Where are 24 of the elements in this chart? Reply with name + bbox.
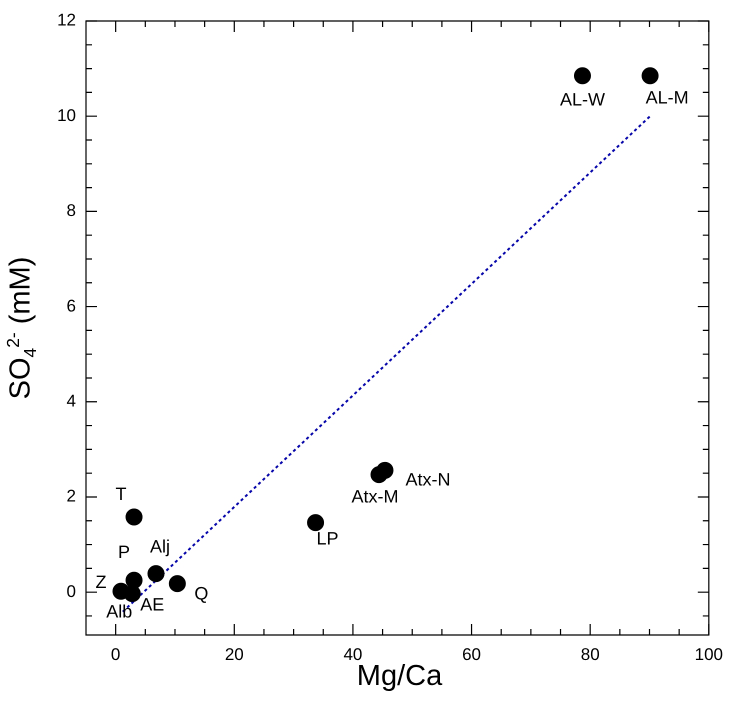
annotation: T [116,484,127,504]
annotation: P [118,542,130,562]
annotation: AE [140,594,164,615]
annotation: Alb [106,602,132,622]
x-tick-label: 60 [462,644,482,664]
x-tick-label: 80 [580,644,600,664]
annotation: Atx-N [405,469,450,490]
y-tick-label: 6 [66,296,76,316]
annotation: AL-M [646,88,689,108]
y-tick-label: 2 [66,486,76,506]
annotation: AL-W [560,90,605,110]
y-tick-label: 4 [66,391,76,410]
annotation: Z [95,572,106,592]
annotation: Q [194,584,208,604]
y-tick-label: 0 [66,582,76,601]
annotation: Atx-M [352,486,399,507]
x-tick-label: 20 [224,644,244,664]
x-tick-label: 100 [694,644,724,664]
x-tick-label: 0 [110,644,120,664]
y-tick-label: 12 [57,10,76,30]
y-tick-label: 10 [57,106,76,125]
annotation: Alj [150,536,170,557]
annotation: LP [316,528,339,549]
y-tick-label: 8 [66,201,76,220]
